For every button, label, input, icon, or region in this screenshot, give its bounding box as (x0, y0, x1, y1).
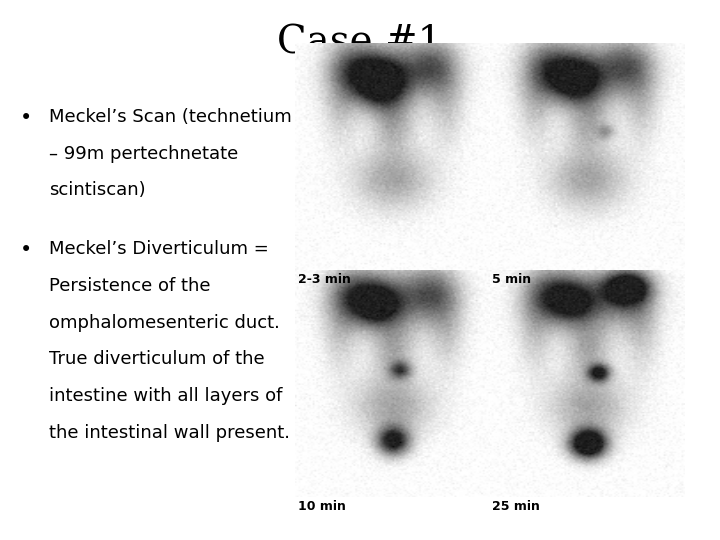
Text: 2-3 min: 2-3 min (298, 273, 351, 286)
Text: •: • (20, 108, 32, 128)
Text: Case #1: Case #1 (277, 24, 443, 62)
Text: omphalomesenteric duct.: omphalomesenteric duct. (49, 314, 280, 332)
Text: intestine with all layers of: intestine with all layers of (49, 387, 282, 405)
Text: scintiscan): scintiscan) (49, 181, 145, 199)
Text: Persistence of the: Persistence of the (49, 277, 210, 295)
Text: the intestinal wall present.: the intestinal wall present. (49, 424, 290, 442)
Text: •: • (20, 240, 32, 260)
Text: 10 min: 10 min (298, 500, 346, 512)
Text: Meckel’s Diverticulum =: Meckel’s Diverticulum = (49, 240, 269, 258)
Text: 25 min: 25 min (492, 500, 540, 512)
Text: – 99m pertechnetate: – 99m pertechnetate (49, 145, 238, 163)
Text: True diverticulum of the: True diverticulum of the (49, 350, 264, 368)
Text: Meckel’s Scan (technetium: Meckel’s Scan (technetium (49, 108, 292, 126)
Text: 5 min: 5 min (492, 273, 531, 286)
